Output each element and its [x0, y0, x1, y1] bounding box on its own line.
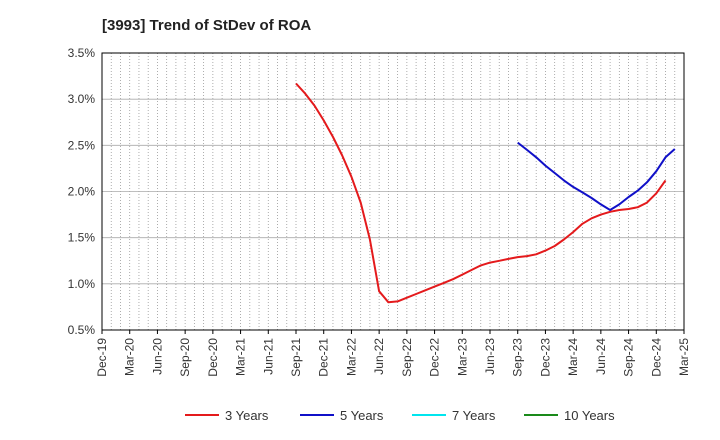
x-tick-label: Jun-22: [372, 338, 386, 375]
plot-frame: [101, 52, 685, 331]
x-tick-label: Jun-21: [261, 338, 275, 375]
chart-title: [3993] Trend of StDev of ROA: [102, 17, 311, 34]
legend-label: 10 Years: [564, 408, 615, 423]
x-tick-label: Sep-20: [178, 338, 192, 377]
x-tick-label: Sep-24: [622, 338, 636, 377]
series-line-5-years: [517, 141, 676, 211]
y-tick-label: 3.0%: [68, 92, 96, 106]
series-line-3-years: [295, 82, 667, 304]
x-tick-label: Mar-20: [123, 338, 137, 376]
legend-label: 3 Years: [225, 408, 269, 423]
series-lines: [295, 82, 676, 304]
x-tick-label: Dec-24: [649, 338, 663, 377]
x-tick-label: Dec-20: [206, 338, 220, 377]
x-tick-label: Mar-23: [455, 338, 469, 376]
y-tick-label: 1.5%: [68, 231, 96, 245]
x-tick-label: Mar-25: [677, 338, 691, 376]
y-tick-label: 2.0%: [68, 185, 96, 199]
x-tick-label: Sep-23: [511, 338, 525, 377]
x-tick-label: Mar-24: [566, 338, 580, 376]
y-tick-label: 1.0%: [68, 277, 96, 291]
x-tick-label: Dec-22: [428, 338, 442, 377]
y-axis-ticks: 0.5% 1.0% 1.5% 2.0% 2.5% 3.0% 3.5%: [68, 46, 96, 337]
y-tick-label: 0.5%: [68, 323, 96, 337]
x-tick-label: Mar-21: [234, 338, 248, 376]
x-tick-label: Dec-23: [538, 338, 552, 377]
y-tick-label: 2.5%: [68, 138, 96, 152]
legend-label: 5 Years: [340, 408, 384, 423]
x-tick-label: Jun-24: [594, 338, 608, 375]
x-tick-label: Mar-22: [344, 338, 358, 376]
x-tick-label: Sep-21: [289, 338, 303, 377]
x-tick-label: Dec-19: [95, 338, 109, 377]
legend-label: 7 Years: [452, 408, 496, 423]
x-axis-ticks: Dec-19 Mar-20 Jun-20 Sep-20 Dec-20 Mar-21 Jun-…: [95, 330, 691, 377]
legend: 3 Years 5 Years 7 Years 10 Years: [185, 408, 615, 423]
x-tick-label: Jun-23: [483, 338, 497, 375]
x-tick-label: Jun-20: [150, 338, 164, 375]
x-tick-label: Dec-21: [317, 338, 331, 377]
x-tick-label: Sep-22: [400, 338, 414, 377]
y-tick-label: 3.5%: [68, 46, 96, 60]
